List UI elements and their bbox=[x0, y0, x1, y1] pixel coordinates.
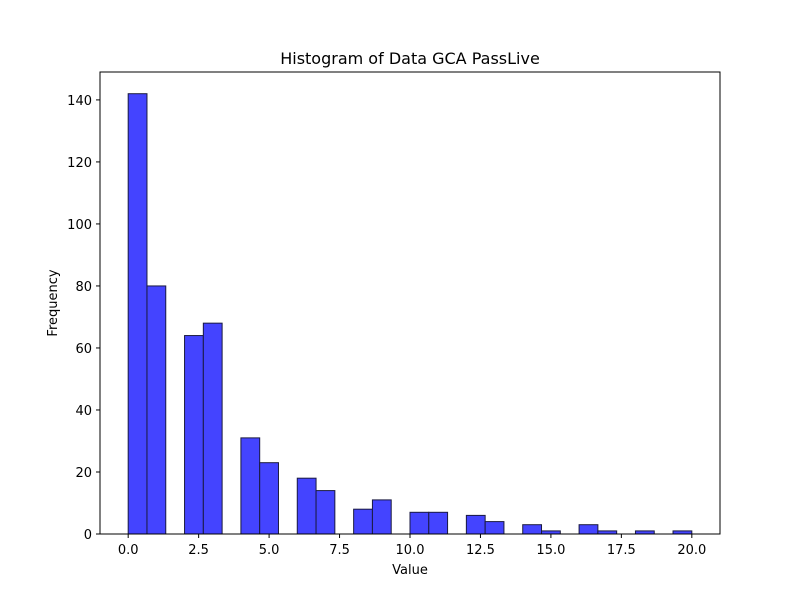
histogram-bar bbox=[184, 335, 204, 535]
histogram-bar bbox=[578, 524, 599, 535]
x-tick-label: 20.0 bbox=[677, 543, 706, 558]
histogram-bar bbox=[315, 490, 336, 535]
y-tick-label: 60 bbox=[75, 342, 92, 357]
y-axis-label: Frequency bbox=[46, 269, 61, 336]
x-tick-label: 5.0 bbox=[259, 543, 280, 558]
y-tick-label: 20 bbox=[75, 466, 92, 481]
x-tick-label: 0.0 bbox=[118, 543, 139, 558]
histogram-bar bbox=[522, 524, 543, 535]
x-tick-label: 17.5 bbox=[607, 543, 636, 558]
y-tick-label: 120 bbox=[67, 156, 92, 171]
histogram-bar bbox=[428, 511, 449, 535]
x-tick-label: 2.5 bbox=[188, 543, 209, 558]
y-tick-label: 0 bbox=[84, 528, 92, 543]
histogram-bar bbox=[202, 322, 223, 535]
bars-group bbox=[127, 93, 693, 535]
histogram-bar bbox=[296, 477, 317, 535]
histogram-bar bbox=[371, 499, 392, 535]
histogram-bar bbox=[484, 521, 505, 535]
y-tick-label: 40 bbox=[75, 404, 92, 419]
x-tick-label: 7.5 bbox=[329, 543, 350, 558]
x-tick-label: 15.0 bbox=[536, 543, 565, 558]
histogram-bar bbox=[259, 462, 279, 535]
histogram-bar bbox=[127, 93, 148, 535]
x-tick-label: 12.5 bbox=[466, 543, 495, 558]
histogram-bar bbox=[465, 514, 486, 535]
y-axis-ticks: 0 20 40 60 80 100 120 140 bbox=[67, 94, 100, 543]
y-tick-label: 100 bbox=[67, 218, 92, 233]
y-tick-label: 140 bbox=[67, 94, 92, 109]
histogram-bar bbox=[240, 437, 261, 535]
x-axis-label: Value bbox=[392, 563, 428, 578]
histogram-bar bbox=[409, 511, 430, 535]
x-tick-label: 10.0 bbox=[396, 543, 425, 558]
x-axis-ticks: 0.0 2.5 5.0 7.5 10.0 12.5 15.0 17.5 20.0 bbox=[118, 534, 706, 558]
histogram-bar bbox=[353, 508, 373, 535]
histogram-bar bbox=[146, 285, 167, 535]
chart-title: Histogram of Data GCA PassLive bbox=[280, 49, 540, 68]
y-tick-label: 80 bbox=[75, 280, 92, 295]
